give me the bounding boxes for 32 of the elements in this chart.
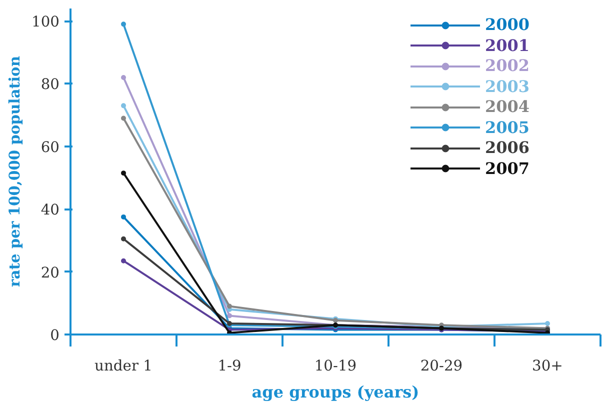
x-tick-label: 1-9 xyxy=(218,358,242,374)
legend-label: 2006 xyxy=(485,138,530,157)
x-tick-label: under 1 xyxy=(94,358,152,374)
legend-label: 2007 xyxy=(485,158,530,178)
x-tick-label: 10-19 xyxy=(314,358,357,374)
point xyxy=(121,236,126,242)
legend-label: 2003 xyxy=(485,76,530,96)
y-tick-label: 100 xyxy=(32,14,60,31)
legend-label: 2002 xyxy=(485,56,530,75)
point xyxy=(545,321,550,326)
legend-label: 2001 xyxy=(485,36,530,54)
y-tick-label: 20 xyxy=(40,264,60,282)
legend-label: 2004 xyxy=(485,97,530,116)
y-tick-label: 40 xyxy=(40,202,60,219)
point xyxy=(227,304,232,309)
y-tick-label: 0 xyxy=(50,327,60,344)
point xyxy=(121,22,126,27)
x-tick-label: 20-29 xyxy=(420,358,463,374)
point xyxy=(121,170,126,176)
point xyxy=(121,103,126,108)
y-axis-title: rate per 100,000 population xyxy=(6,56,24,287)
point xyxy=(121,258,126,264)
point xyxy=(121,116,126,121)
y-tick-label: 60 xyxy=(40,138,60,156)
x-axis-title: age groups (years) xyxy=(252,382,420,402)
point xyxy=(227,313,232,318)
legend-label: 2005 xyxy=(485,118,530,136)
legend-label: 2000 xyxy=(485,15,530,34)
x-tick-label: 30+ xyxy=(532,358,563,374)
point xyxy=(121,74,126,80)
point xyxy=(121,214,126,220)
y-tick-label: 80 xyxy=(40,76,60,94)
